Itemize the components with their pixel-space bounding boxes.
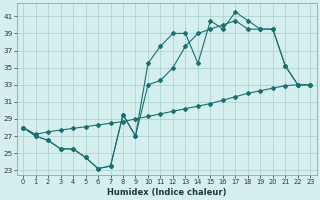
X-axis label: Humidex (Indice chaleur): Humidex (Indice chaleur) (107, 188, 227, 197)
